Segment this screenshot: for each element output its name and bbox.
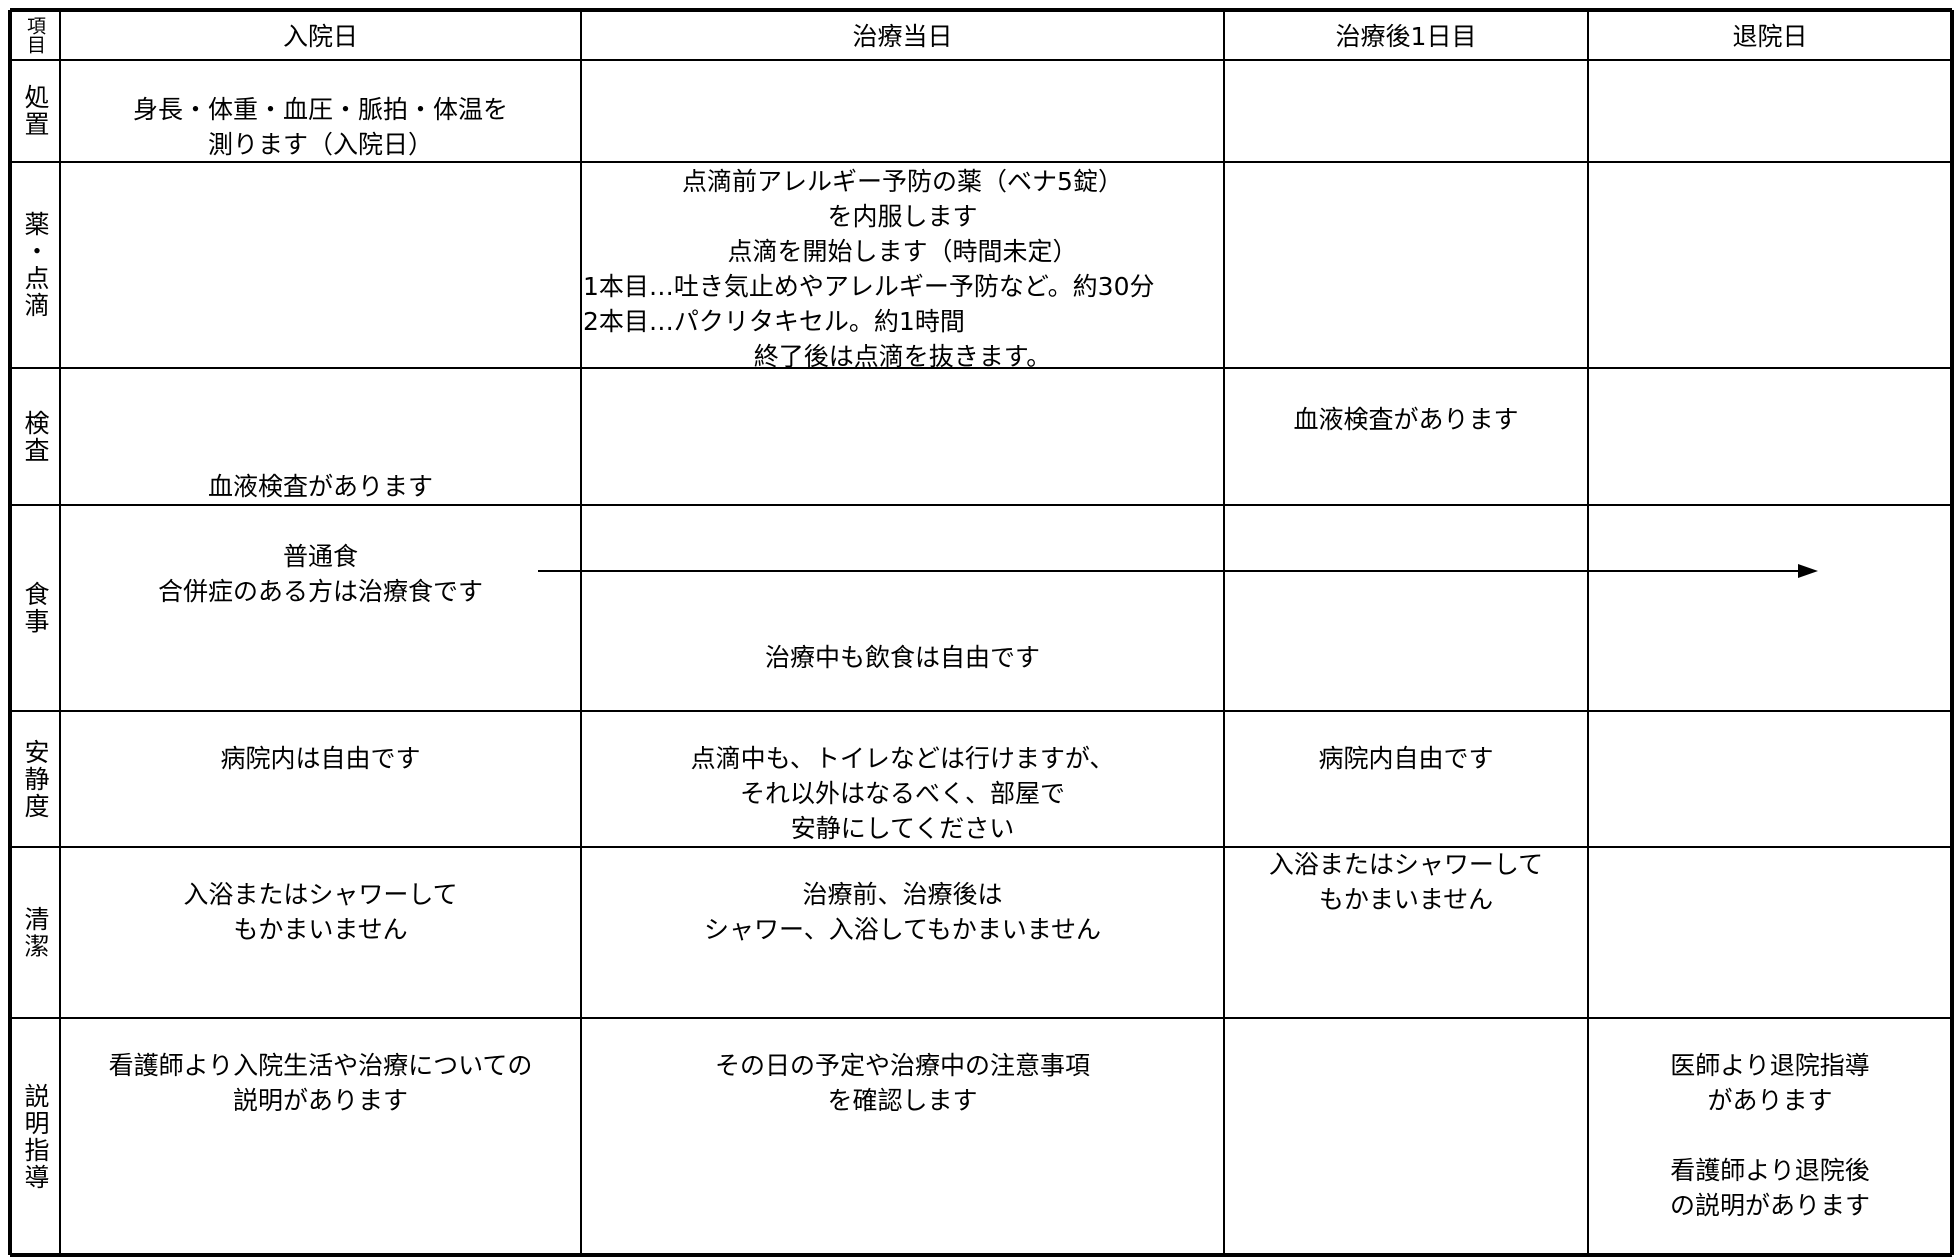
- cell-text: 病院内は自由です: [60, 741, 581, 776]
- cell-text: 医師より退院指導 があります看護師より退院後 の説明があります: [1588, 1048, 1952, 1223]
- text-line: を内服します: [827, 202, 978, 231]
- cell-text: 入浴またはシャワーして もかまいません: [60, 877, 581, 947]
- text-line: シャワー、入浴してもかまいません: [703, 915, 1101, 944]
- text-line: その日の予定や治療中の注意事項: [714, 1051, 1090, 1080]
- column-header: 退院日: [1732, 22, 1808, 51]
- cell-text: 点滴中も、トイレなどは行けますが、 それ以外はなるべく、部屋で 安静にしてください: [581, 741, 1224, 846]
- text-line: 点滴前アレルギー予防の薬（ベナ5錠）: [682, 167, 1123, 196]
- text-line: 終了後は点滴を抜きます。: [753, 342, 1052, 371]
- cell-text: 看護師より入院生活や治療についての 説明があります: [60, 1048, 581, 1118]
- text-line: 安静にしてください: [790, 814, 1015, 843]
- cell-text: 治療中も飲食は自由です: [581, 640, 1224, 675]
- text-line: 入浴またはシャワーして: [183, 880, 458, 909]
- text-line: 合併症のある方は治療食です: [157, 577, 483, 606]
- cell-text: 身長・体重・血圧・脈拍・体温を 測ります（入院日）: [60, 92, 581, 162]
- row-label: 薬・点滴: [21, 211, 50, 319]
- text-line: 看護師より入院生活や治療についての: [108, 1051, 533, 1080]
- text-line: 1本目…吐き気止めやアレルギー予防など。約30分: [583, 272, 1155, 301]
- cell-text: 病院内自由です: [1224, 741, 1588, 776]
- text-line: もかまいません: [1318, 885, 1494, 914]
- text-line: 治療前、治療後は: [802, 880, 1003, 909]
- cell-text: 血液検査があります: [1224, 402, 1588, 437]
- text-line: それ以外はなるべく、部屋で: [739, 779, 1065, 808]
- cell-text: 普通食合併症のある方は治療食です: [60, 539, 581, 609]
- text-line: があります: [1707, 1086, 1833, 1115]
- text-line: 入浴またはシャワーして: [1268, 850, 1544, 879]
- cell-text: 治療前、治療後はシャワー、入浴してもかまいません: [581, 877, 1224, 947]
- arrow-head: [1798, 564, 1818, 578]
- row-label: 食事: [21, 581, 50, 635]
- text-line: 点滴中も、トイレなどは行けますが、: [690, 744, 1115, 773]
- text-line: 看護師より退院後: [1670, 1156, 1870, 1185]
- text-line: 測ります（入院日）: [207, 130, 433, 159]
- row-label: 安静度: [21, 738, 50, 820]
- row-label: 清潔: [21, 905, 50, 960]
- text-line: を確認します: [827, 1086, 978, 1115]
- cell-text: 血液検査があります: [60, 469, 581, 504]
- cell-text: 点滴前アレルギー予防の薬（ベナ5錠） を内服します点滴を開始します（時間未定） 1本…: [581, 164, 1224, 374]
- text-line: 血液検査があります: [207, 472, 433, 501]
- text-line: 病院内自由です: [1318, 744, 1494, 773]
- row-label: 処置: [21, 84, 50, 138]
- text-line: 説明があります: [232, 1086, 408, 1115]
- text-line: 医師より退院指導: [1670, 1051, 1870, 1080]
- text-line: 身長・体重・血圧・脈拍・体温を: [132, 95, 508, 124]
- text-line: の説明があります: [1669, 1191, 1870, 1220]
- text-line: 血液検査があります: [1293, 405, 1519, 434]
- text-line: 2本目…パクリタキセル。約1時間: [583, 307, 965, 336]
- cell-text: 入浴またはシャワーして もかまいません: [1224, 847, 1588, 917]
- column-header: 治療後1日目: [1335, 22, 1477, 51]
- row-label: 説明指導: [21, 1082, 50, 1191]
- text-line: 治療中も飲食は自由です: [764, 643, 1040, 672]
- cell-text: その日の予定や治療中の注意事項 を確認します: [581, 1048, 1224, 1118]
- corner-label: 項目: [24, 16, 46, 54]
- row-label: 検査: [21, 409, 50, 464]
- text-line: もかまいません: [233, 915, 408, 944]
- column-header: 入院日: [282, 22, 358, 51]
- text-line: 点滴を開始します（時間未定）: [727, 237, 1078, 266]
- text-line: 普通食: [282, 542, 358, 571]
- column-header: 治療当日: [852, 22, 953, 51]
- text-line: 病院内は自由です: [220, 744, 421, 773]
